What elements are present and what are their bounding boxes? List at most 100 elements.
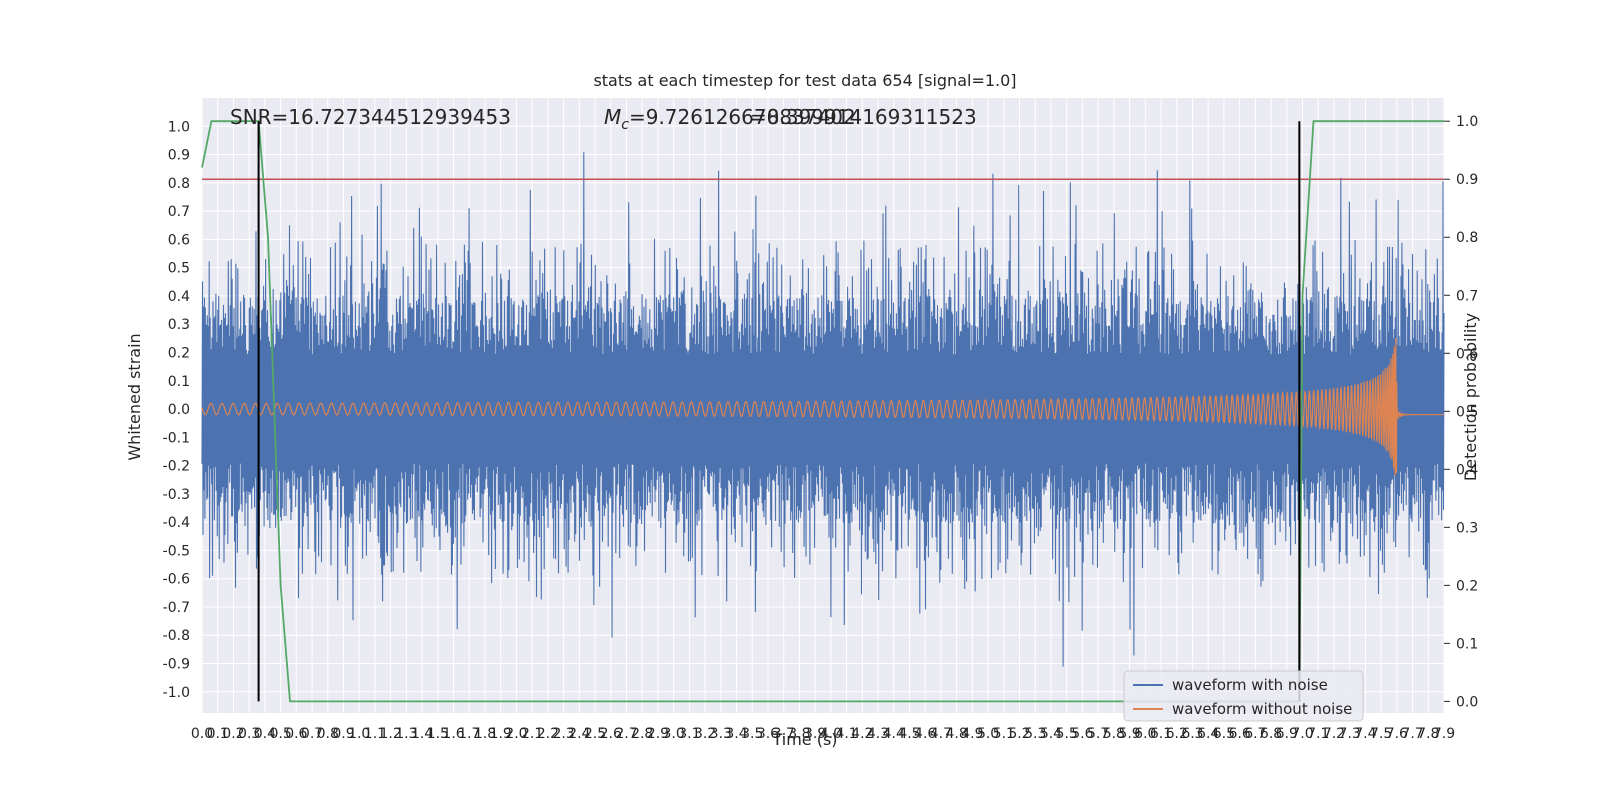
x-tick-label: 5.5 <box>1056 726 1078 742</box>
y-left-tick-label: 0.1 <box>168 374 190 390</box>
y-left-tick-label: 0.3 <box>168 317 190 333</box>
x-tick-label: 3.8 <box>788 726 810 742</box>
x-tick-label: 4.1 <box>835 726 857 742</box>
x-axis-ticks: 0.00.10.20.30.40.50.60.70.80.91.01.11.21… <box>191 726 1455 742</box>
y-right-tick-label: 0.9 <box>1456 172 1478 188</box>
x-tick-label: 4.2 <box>851 726 873 742</box>
y-left-tick-label: -0.4 <box>163 515 190 531</box>
x-tick-label: 3.7 <box>773 726 795 742</box>
x-tick-label: 4.9 <box>961 726 983 742</box>
chirp-mass-annotation: Mc=9.726126670837402 <box>604 105 856 133</box>
x-tick-label: 6.9 <box>1276 726 1298 742</box>
x-tick-label: 7.8 <box>1417 726 1439 742</box>
x-tick-label: 4.5 <box>898 726 920 742</box>
x-tick-label: 4.0 <box>820 726 842 742</box>
x-tick-label: 2.7 <box>615 726 637 742</box>
x-tick-label: 2.2 <box>537 726 559 742</box>
y-left-axis-label: Whitened strain <box>125 333 144 460</box>
x-tick-label: 1.5 <box>427 726 449 742</box>
x-tick-label: 2.1 <box>521 726 543 742</box>
y-right-axis-ticks: 0.0 0.1 0.2 0.3 0.4 0.5 0.6 0.7 0.8 0.9 1.0 <box>1444 114 1478 710</box>
x-tick-label: 0.9 <box>332 726 354 742</box>
x-tick-label: 5.9 <box>1118 726 1140 742</box>
chart-title: stats at each timestep for test data 654… <box>593 71 1016 90</box>
x-tick-label: 5.1 <box>993 726 1015 742</box>
x-tick-label: 2.9 <box>647 726 669 742</box>
x-tick-label: 0.3 <box>238 726 260 742</box>
x-tick-label: 7.0 <box>1291 726 1313 742</box>
x-tick-label: 4.3 <box>867 726 889 742</box>
x-tick-label: 2.0 <box>505 726 527 742</box>
x-tick-label: 0.6 <box>285 726 307 742</box>
x-tick-label: 3.6 <box>757 726 779 742</box>
y-left-tick-label: -0.1 <box>163 430 190 446</box>
x-axis-label: Time (s) <box>771 730 837 749</box>
x-tick-label: 2.5 <box>584 726 606 742</box>
x-tick-label: 5.3 <box>1024 726 1046 742</box>
detection-probability-series <box>201 120 1444 703</box>
legend-label-chirp: waveform without noise <box>1172 700 1352 718</box>
y-left-tick-label: -0.7 <box>163 600 190 616</box>
y-left-tick-label: 1.0 <box>168 119 190 135</box>
y-left-tick-label: 0.4 <box>168 289 190 305</box>
x-tick-label: 1.2 <box>380 726 402 742</box>
y-left-tick-label: 0.9 <box>168 148 190 164</box>
legend: waveform with noise waveform without noi… <box>1123 670 1364 722</box>
chirp-mass-value: =9.726126670837402 <box>629 105 856 129</box>
chirp-waveform-line <box>201 337 1444 476</box>
x-tick-label: 3.4 <box>725 726 747 742</box>
x-tick-label: 5.2 <box>1008 726 1030 742</box>
x-tick-label: 3.9 <box>804 726 826 742</box>
y-left-tick-label: 0.2 <box>168 345 190 361</box>
y-right-tick-label: 1.0 <box>1456 114 1478 130</box>
x-tick-label: 7.4 <box>1354 726 1376 742</box>
y-left-tick-label: -0.8 <box>163 628 190 644</box>
x-tick-label: 6.0 <box>1134 726 1156 742</box>
y-left-tick-label: -0.3 <box>163 487 190 503</box>
x-tick-label: 5.6 <box>1071 726 1093 742</box>
y-left-tick-label: -1.0 <box>163 685 190 701</box>
x-tick-label: 5.7 <box>1087 726 1109 742</box>
x-tick-label: 1.8 <box>474 726 496 742</box>
x-tick-label: 0.1 <box>207 726 229 742</box>
x-tick-label: 7.6 <box>1386 726 1408 742</box>
y-left-tick-label: -0.2 <box>163 459 190 475</box>
x-tick-label: 7.1 <box>1307 726 1329 742</box>
y-right-tick-label: 0.2 <box>1456 578 1478 594</box>
y-right-tick-label: 0.4 <box>1456 462 1478 478</box>
x-tick-label: 7.2 <box>1323 726 1345 742</box>
x-tick-label: 2.8 <box>631 726 653 742</box>
x-tick-label: 6.1 <box>1150 726 1172 742</box>
y-right-tick-label: 0.1 <box>1456 636 1478 652</box>
y-right-tick-label: 0.5 <box>1456 404 1478 420</box>
x-tick-label: 6.5 <box>1213 726 1235 742</box>
y-left-tick-label: -0.5 <box>163 543 190 559</box>
overlap-annotation: =8.399914169311523 <box>750 105 977 129</box>
x-tick-label: 3.0 <box>663 726 685 742</box>
x-tick-label: 1.1 <box>364 726 386 742</box>
y-right-tick-label: 0.3 <box>1456 520 1478 536</box>
x-tick-label: 2.3 <box>552 726 574 742</box>
x-tick-label: 4.8 <box>946 726 968 742</box>
x-tick-label: 1.3 <box>395 726 417 742</box>
legend-label-noise: waveform with noise <box>1172 676 1328 694</box>
x-tick-label: 7.9 <box>1433 726 1455 742</box>
chirp-mass-subscript: c <box>621 117 629 133</box>
y-left-tick-label: 0.6 <box>168 232 190 248</box>
x-tick-label: 1.4 <box>411 726 433 742</box>
legend-frame <box>1123 670 1364 722</box>
x-tick-label: 0.8 <box>317 726 339 742</box>
y-left-tick-label: 0.8 <box>168 176 190 192</box>
y-right-tick-label: 0.7 <box>1456 288 1478 304</box>
x-tick-label: 6.8 <box>1260 726 1282 742</box>
y-left-tick-label: -0.9 <box>163 657 190 673</box>
x-tick-label: 1.9 <box>490 726 512 742</box>
y-right-tick-label: 0.8 <box>1456 230 1478 246</box>
chirp-waveform-series <box>201 337 1444 476</box>
event-markers <box>257 121 1301 702</box>
x-tick-label: 1.6 <box>442 726 464 742</box>
x-tick-label: 4.6 <box>914 726 936 742</box>
x-tick-label: 6.6 <box>1228 726 1250 742</box>
x-tick-label: 7.5 <box>1370 726 1392 742</box>
x-tick-label: 7.3 <box>1339 726 1361 742</box>
